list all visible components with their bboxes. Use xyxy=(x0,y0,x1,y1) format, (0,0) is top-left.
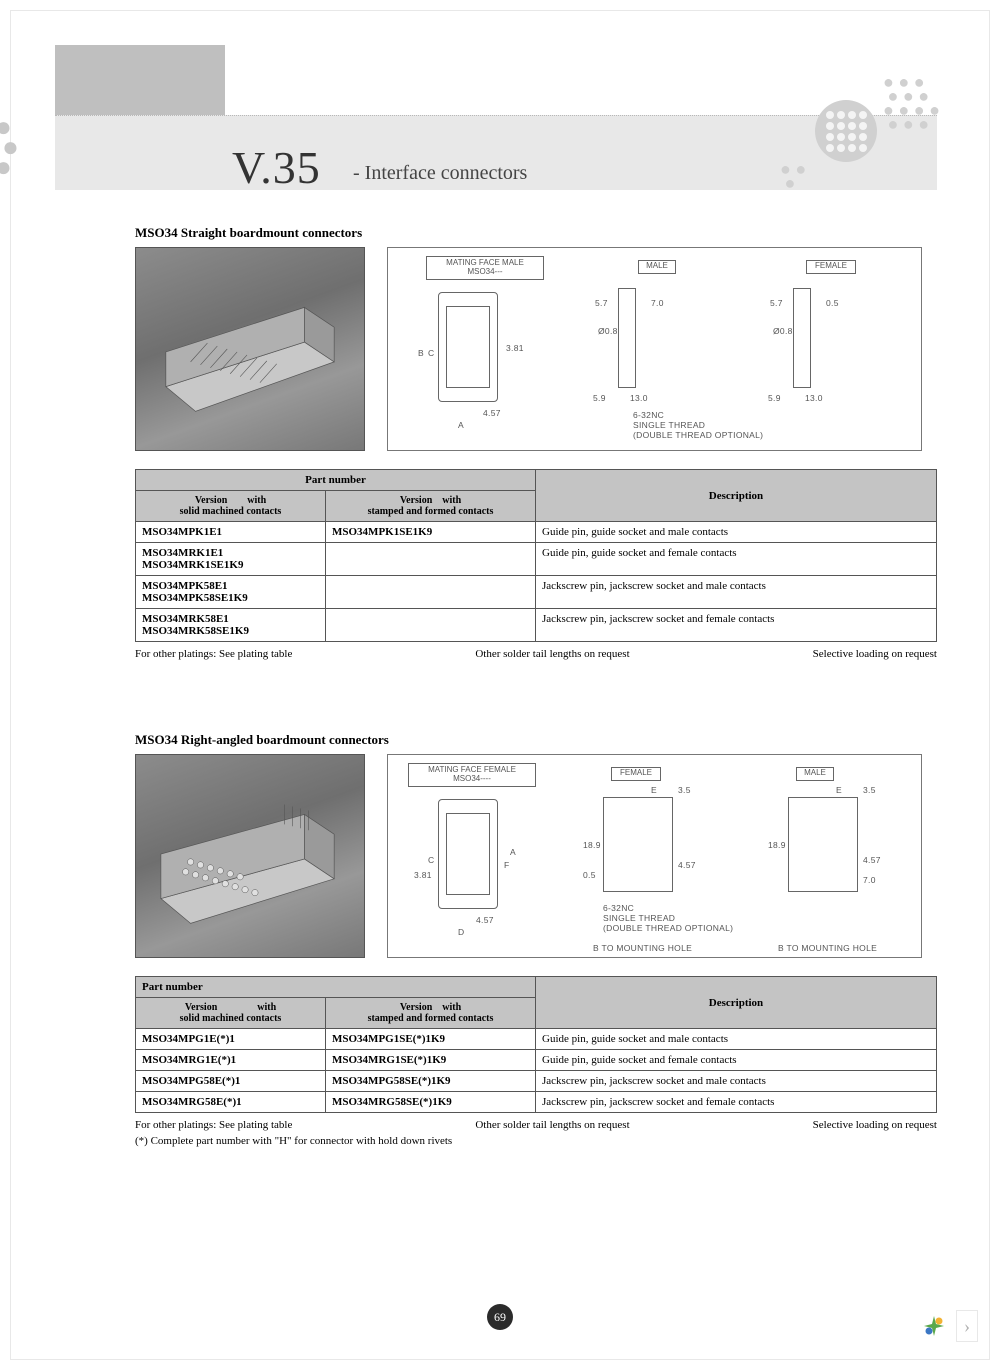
table-row: MSO34MRG58E(*)1 MSO34MRG58SE(*)1K9 Jacks… xyxy=(136,1092,937,1113)
section2-th-partno: Part number xyxy=(136,977,536,998)
section2-diagram: MATING FACE FEMALE MSO34---- FEMALE MALE… xyxy=(387,754,922,958)
section1-sub-a: Version with solid machined contacts xyxy=(136,491,326,522)
table-row: MSO34MPG58E(*)1 MSO34MPG58SE(*)1K9 Jacks… xyxy=(136,1071,937,1092)
table-row: MSO34MPK58E1 MSO34MPK58SE1K9 Jackscrew p… xyxy=(136,576,937,609)
section1-note-right: Selective loading on request xyxy=(813,648,937,660)
section2-note-right: Selective loading on request xyxy=(813,1119,937,1131)
next-page-button[interactable]: › xyxy=(956,1310,978,1342)
page-number: 69 xyxy=(487,1304,513,1330)
section1-title: MSO34 Straight boardmount connectors xyxy=(135,225,937,241)
section2-table: Part number Description Version with sol… xyxy=(135,976,937,1113)
section1-th-desc: Description xyxy=(536,470,937,522)
section2-title: MSO34 Right-angled boardmount connectors xyxy=(135,732,937,748)
section1-th-partno: Part number xyxy=(136,470,536,491)
section2-sub-a: Version with solid machined contacts xyxy=(136,998,326,1029)
table-row: MSO34MPG1E(*)1 MSO34MPG1SE(*)1K9 Guide p… xyxy=(136,1029,937,1050)
chevron-right-icon: › xyxy=(964,1316,970,1337)
section2-th-desc: Description xyxy=(536,977,937,1029)
logo-icon xyxy=(922,1314,946,1338)
dots-left-decoration: ● ●● xyxy=(0,118,19,178)
section2-notes: For other platings: See plating table Ot… xyxy=(135,1119,937,1131)
connector-circle-icon xyxy=(815,100,877,162)
section1-sub-b: Version with stamped and formed contacts xyxy=(326,491,536,522)
table-row: MSO34MPK1E1 MSO34MPK1SE1K9 Guide pin, gu… xyxy=(136,522,937,543)
section2-note-extra: (*) Complete part number with "H" for co… xyxy=(135,1135,937,1147)
table-row: MSO34MRK58E1 MSO34MRK58SE1K9 Jackscrew p… xyxy=(136,609,937,642)
bottom-nav: › xyxy=(922,1310,978,1342)
section2-product-image xyxy=(135,754,365,958)
section1-note-mid: Other solder tail lengths on request xyxy=(475,648,629,660)
section1-product-image xyxy=(135,247,365,451)
section1-note-left: For other platings: See plating table xyxy=(135,648,292,660)
dots-right-decoration: ● ● ● ● ● ●● ● ● ● ● ● ● ● ● ● xyxy=(790,75,940,185)
table-row: MSO34MRG1E(*)1 MSO34MRG1SE(*)1K9 Guide p… xyxy=(136,1050,937,1071)
main-content: MSO34 Straight boardmount connectors MAT… xyxy=(135,225,937,1147)
table-row: MSO34MRK1E1 MSO34MRK1SE1K9 Guide pin, gu… xyxy=(136,543,937,576)
title-main: V.35 xyxy=(232,141,321,194)
section1-table: Part number Description Version with sol… xyxy=(135,469,937,642)
section2-note-mid: Other solder tail lengths on request xyxy=(475,1119,629,1131)
section2-note-left: For other platings: See plating table xyxy=(135,1119,292,1131)
section2-sub-b: Version with stamped and formed contacts xyxy=(326,998,536,1029)
section1-diagram: MATING FACE MALE MSO34--- MALE FEMALE B … xyxy=(387,247,922,451)
title-sub: - Interface connectors xyxy=(353,162,527,185)
section1-notes: For other platings: See plating table Ot… xyxy=(135,648,937,660)
